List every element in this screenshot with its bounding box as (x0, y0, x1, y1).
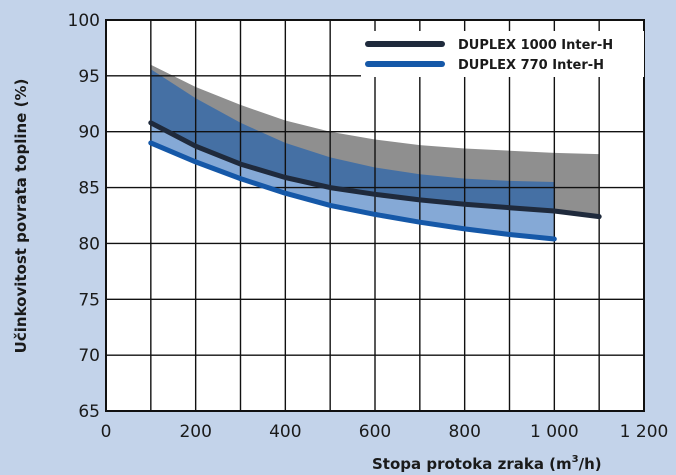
legend-label-duplex-770: DUPLEX 770 Inter-H (458, 58, 604, 73)
y-tick-label: 75 (78, 290, 100, 310)
series-line-duplex-770 (148, 140, 557, 242)
tick-labels-layer: 0 200 400 600 800 1 000 1 200 65 70 75 80 85 90 95 100 (68, 11, 669, 442)
y-tick-label: 65 (78, 402, 100, 422)
band-duplex-770-lower (150, 122, 555, 239)
x-tick-label: 600 (359, 422, 391, 442)
series-lines-layer (148, 120, 602, 242)
series-line-duplex-1000 (148, 120, 602, 220)
x-axis-title-superscript: 3 (572, 454, 579, 465)
x-axis-title-main: Stopa protoka zraka (m (372, 455, 572, 473)
plot-border (105, 19, 645, 412)
x-tick-label: 1 000 (530, 422, 579, 442)
legend-background (361, 31, 644, 77)
x-tick-label: 200 (179, 422, 211, 442)
x-tick-label: 1 200 (620, 422, 669, 442)
x-axis-title-end: /h) (579, 455, 602, 473)
x-axis-title: Stopa protoka zraka (m3/h) (372, 454, 602, 473)
band-duplex-770-upper (150, 69, 555, 211)
y-tick-label: 85 (78, 179, 100, 199)
x-tick-label: 800 (448, 422, 480, 442)
y-tick-label: 100 (68, 11, 100, 31)
x-tick-label: 0 (101, 422, 112, 442)
legend: DUPLEX 1000 Inter-H DUPLEX 770 Inter-H (361, 31, 644, 77)
y-tick-label: 95 (78, 67, 100, 87)
y-tick-label: 80 (78, 234, 100, 254)
y-tick-label: 70 (78, 346, 100, 366)
legend-label-duplex-1000: DUPLEX 1000 Inter-H (458, 38, 613, 53)
y-axis-title: Učinkovitost povrata topline (%) (12, 79, 30, 354)
y-tick-label: 90 (78, 123, 100, 143)
x-tick-label: 400 (269, 422, 301, 442)
